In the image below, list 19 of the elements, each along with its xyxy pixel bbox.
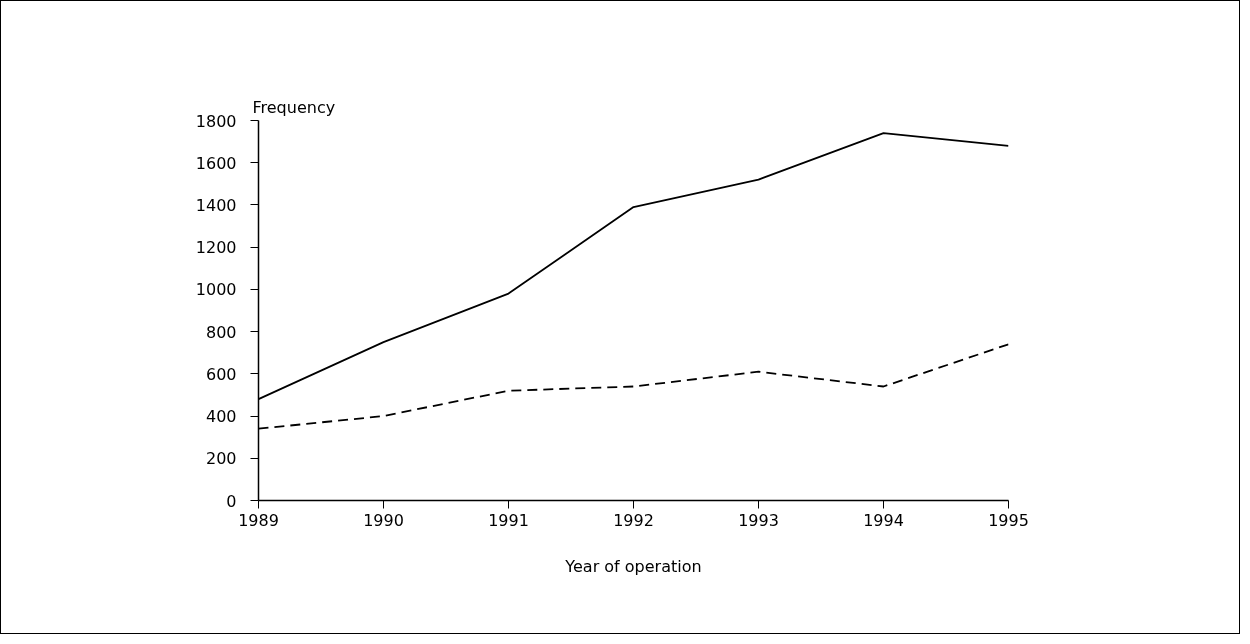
y-tick-label: 0 [226,491,237,511]
y-tick-label: 1000 [195,280,237,300]
x-tick-label: 1992 [613,510,654,530]
x-tick-label: 1994 [863,510,904,530]
y-tick-label: 800 [205,322,237,342]
y-tick-label: 1600 [195,153,237,173]
x-axis-title: Year of operation [564,556,702,576]
x-tick-label: 1989 [238,510,279,530]
x-tick-label: 1995 [988,510,1029,530]
y-tick-label: 600 [205,364,237,384]
y-tick-label: 1200 [195,238,237,258]
x-tick-label: 1991 [488,510,529,530]
x-tick-label: 1993 [738,510,779,530]
y-axis-title: Frequency [252,97,336,117]
x-tick-label: 1990 [363,510,404,530]
y-tick-label: 200 [205,449,237,469]
y-tick-label: 1400 [195,195,237,215]
y-tick-label: 1800 [195,111,237,131]
y-tick-label: 400 [205,407,237,427]
